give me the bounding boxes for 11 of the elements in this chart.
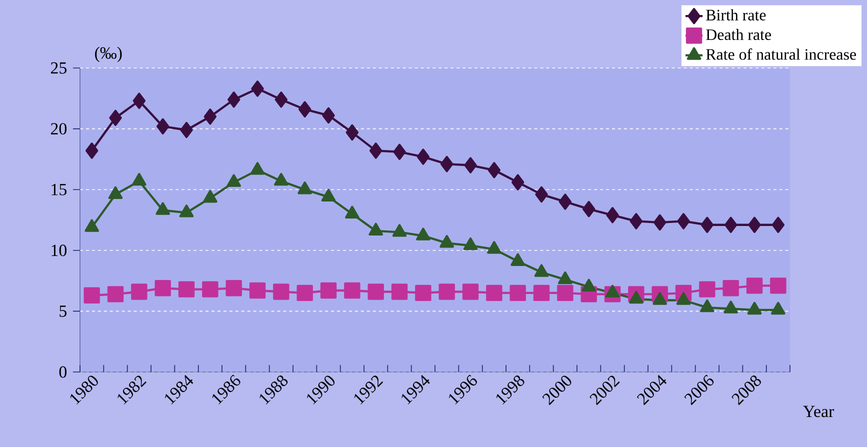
legend-label: Rate of natural increase <box>706 48 856 60</box>
y-tick-label: 15 <box>52 184 66 196</box>
y-tick-label: 0 <box>59 366 67 378</box>
y-tick-label: 10 <box>52 244 67 256</box>
y-tick-label: 25 <box>50 62 66 74</box>
y-tick-label: 20 <box>50 123 67 135</box>
x-axis-title: Year <box>803 406 834 418</box>
y-tick-label: 5 <box>60 306 66 317</box>
legend-label: Birth rate <box>706 9 766 20</box>
legend-label: Death rate <box>706 28 771 40</box>
y-axis-title: (‰) <box>95 46 122 62</box>
